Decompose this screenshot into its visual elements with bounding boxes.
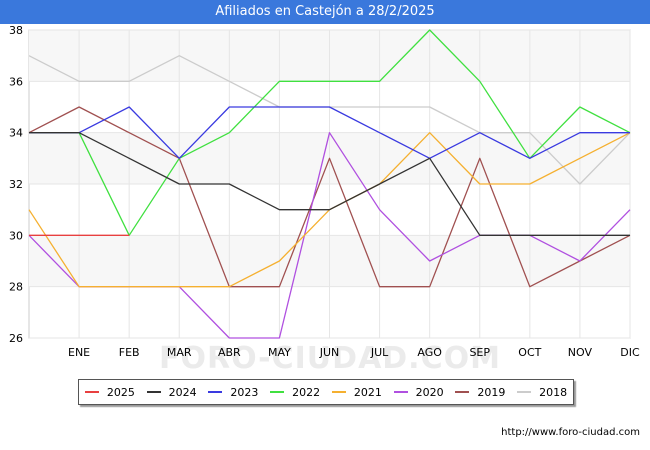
legend-label: 2023 bbox=[230, 385, 259, 399]
legend-item-2018: 2018 bbox=[517, 386, 567, 399]
legend-item-2020: 2020 bbox=[393, 385, 444, 399]
legend-swatch bbox=[393, 391, 408, 393]
y-tick-label: 34 bbox=[9, 127, 23, 140]
x-tick-label: SEP bbox=[469, 346, 490, 359]
x-tick-label: AGO bbox=[417, 346, 442, 359]
x-axis-labels: ENE FEB MAR ABR MAY JUN JUL AGO SEP OCT NOV DIC bbox=[68, 346, 640, 359]
legend-swatch bbox=[146, 391, 161, 393]
legend-label: 2021 bbox=[353, 385, 382, 399]
legend-label: 2025 bbox=[106, 385, 135, 399]
legend-item-2021: 2021 bbox=[331, 385, 382, 399]
legend-item-2023: 2023 bbox=[208, 386, 258, 399]
legend: 2025 2024 2023 2022 2021 2020 2019 2018 bbox=[78, 379, 574, 405]
x-tick-label: NOV bbox=[568, 346, 593, 359]
x-tick-label: ENE bbox=[68, 346, 90, 359]
legend-item-2022: 2022 bbox=[270, 386, 320, 399]
y-tick-label: 30 bbox=[9, 229, 23, 242]
series-lines bbox=[28, 29, 631, 339]
legend-label: 2019 bbox=[477, 385, 506, 399]
legend-item-2025: 2025 bbox=[84, 385, 135, 399]
y-tick-label: 28 bbox=[9, 281, 23, 294]
legend-swatch bbox=[331, 391, 346, 393]
legend-item-2024: 2024 bbox=[146, 385, 197, 399]
x-tick-label: ABR bbox=[218, 346, 241, 359]
legend-swatch bbox=[517, 391, 532, 393]
series-line-2019 bbox=[28, 106, 631, 288]
y-axis-labels: 26 28 30 32 34 36 38 bbox=[9, 24, 23, 345]
x-tick-label: FEB bbox=[119, 346, 140, 359]
legend-swatch bbox=[455, 391, 470, 393]
x-tick-label: JUL bbox=[370, 346, 389, 359]
legend-label: 2020 bbox=[415, 385, 444, 399]
x-tick-label: OCT bbox=[518, 346, 541, 359]
legend-label: 2022 bbox=[292, 385, 321, 399]
y-tick-label: 36 bbox=[9, 75, 23, 88]
y-tick-label: 38 bbox=[9, 24, 23, 37]
legend-swatch bbox=[84, 391, 99, 393]
x-tick-label: JUN bbox=[319, 346, 340, 359]
chart-title: Afiliados en Castejón a 28/2/2025 bbox=[0, 0, 650, 24]
legend-label: 2018 bbox=[539, 385, 568, 399]
legend-item-2019: 2019 bbox=[455, 386, 505, 399]
legend-swatch bbox=[270, 391, 285, 393]
watermark: FORO-CIUDAD.COM bbox=[159, 341, 501, 376]
series-line-2024 bbox=[29, 132, 630, 236]
legend-label: 2024 bbox=[168, 385, 197, 399]
y-tick-label: 26 bbox=[9, 332, 23, 345]
legend-swatch bbox=[208, 391, 223, 393]
footer-url[interactable]: http://www.foro-ciudad.com bbox=[501, 427, 640, 438]
y-tick-label: 32 bbox=[9, 178, 23, 191]
x-tick-label: DIC bbox=[620, 346, 640, 359]
x-tick-label: MAY bbox=[268, 346, 291, 359]
series-line-2023 bbox=[29, 106, 630, 159]
x-tick-label: MAR bbox=[167, 346, 192, 359]
